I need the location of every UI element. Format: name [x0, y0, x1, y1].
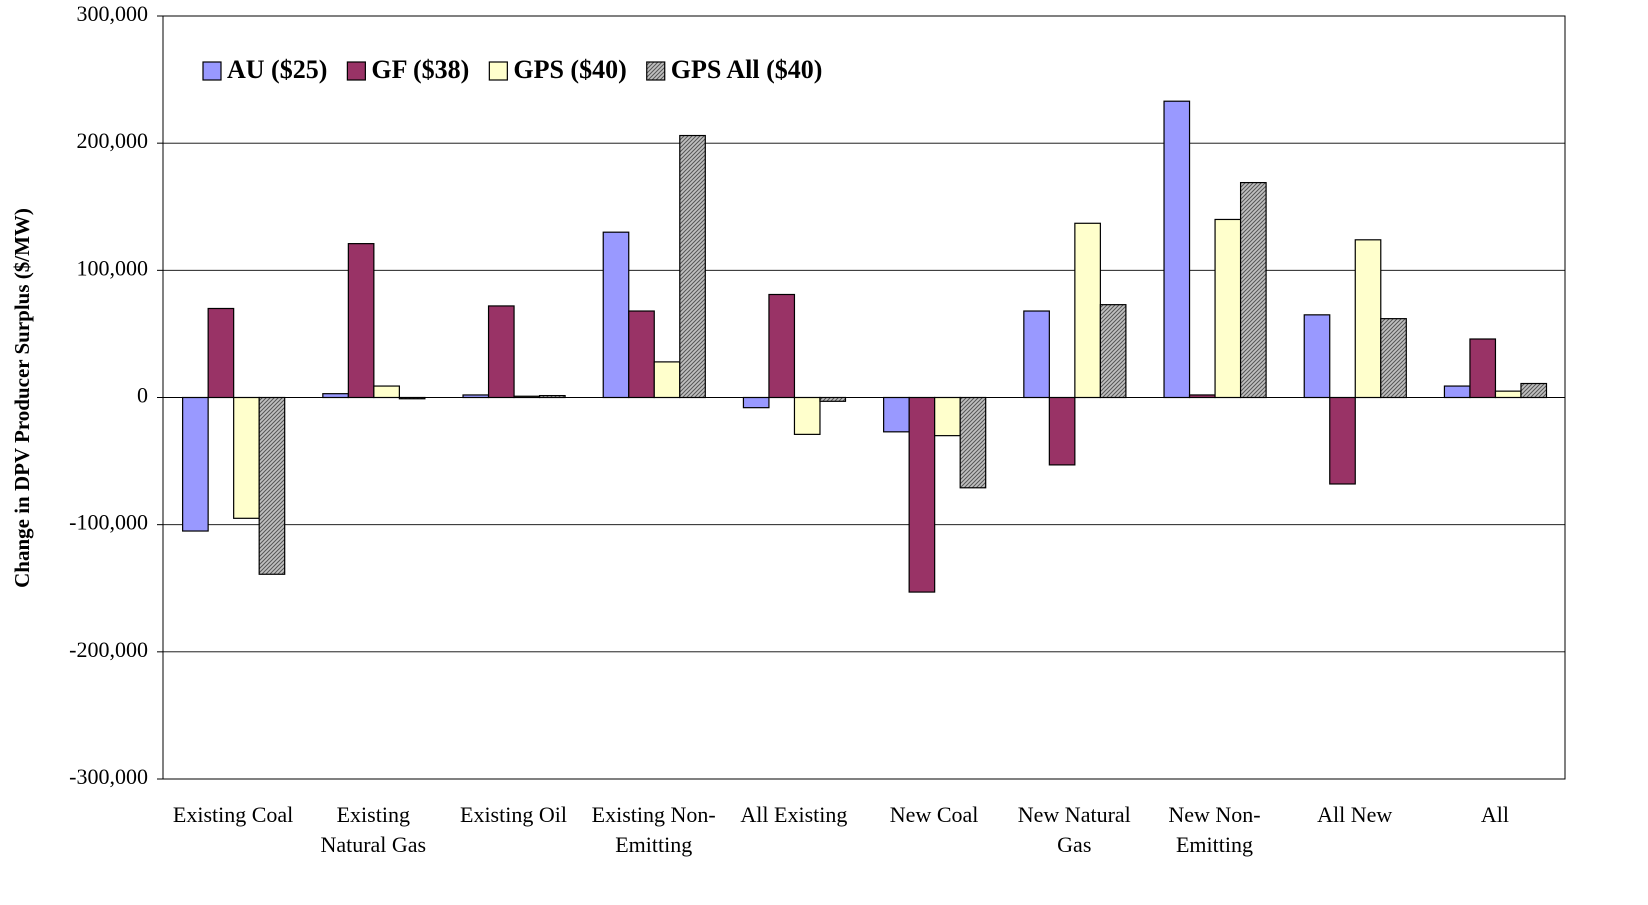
x-tick-label: New Natural Gas	[1017, 802, 1131, 857]
bar	[258, 396, 286, 575]
bar	[934, 396, 961, 437]
legend-swatch	[488, 61, 508, 81]
bar	[182, 396, 209, 532]
bar	[819, 396, 847, 402]
bar	[347, 243, 375, 399]
bar	[768, 293, 796, 399]
bar	[793, 396, 821, 435]
bar	[959, 396, 987, 489]
bar	[487, 305, 515, 399]
y-tick-label: -300,000	[69, 764, 148, 789]
y-axis-label: Change in DPV Producer Surplus ($/MW)	[10, 208, 34, 588]
x-tick-label: All New	[1317, 802, 1393, 827]
y-tick-label: 100,000	[77, 255, 149, 280]
x-tick-label: Existing Oil	[460, 802, 567, 827]
legend-label: GF ($38)	[371, 55, 469, 84]
bar	[1354, 239, 1382, 399]
bar	[1329, 396, 1356, 485]
legend-label: GPS All ($40)	[671, 55, 823, 84]
x-tick-label: Existing Coal	[172, 802, 294, 827]
bar	[1520, 382, 1548, 399]
bar	[1074, 222, 1101, 399]
bar	[1303, 314, 1331, 399]
bar	[1099, 304, 1127, 399]
x-tick-label: All	[1480, 802, 1509, 827]
bar	[322, 393, 349, 399]
bar	[1163, 100, 1191, 399]
legend-swatch	[646, 61, 666, 81]
legend-swatch	[346, 61, 366, 81]
x-tick-label: New Coal	[889, 802, 979, 827]
bar	[1239, 181, 1267, 399]
bar	[1048, 396, 1076, 466]
bar	[1023, 310, 1050, 399]
x-tick-label: All Existing	[740, 802, 848, 827]
bar	[1443, 385, 1471, 399]
y-tick-label: -100,000	[69, 510, 148, 535]
x-tick-label: New Non-Emitting	[1168, 802, 1261, 857]
bar	[1214, 218, 1242, 399]
bar	[908, 396, 936, 593]
x-tick-label: Existing Natural Gas	[320, 802, 427, 857]
bar	[602, 231, 630, 399]
legend-swatch	[202, 61, 222, 81]
bar	[653, 361, 681, 399]
bar	[1494, 390, 1522, 399]
y-tick-label: -200,000	[69, 637, 148, 662]
bar	[679, 134, 706, 399]
bar	[1380, 318, 1407, 399]
y-tick-label: 0	[137, 383, 148, 408]
legend-label: GPS ($40)	[513, 55, 626, 84]
y-tick-label: 200,000	[77, 128, 149, 153]
bar	[628, 310, 655, 399]
y-tick-label: 300,000	[77, 1, 149, 26]
bar	[373, 385, 400, 399]
legend-label: AU ($25)	[227, 55, 327, 84]
bar	[883, 396, 910, 433]
bar	[1469, 338, 1497, 399]
x-tick-label: Existing Non-Emitting	[591, 802, 716, 857]
bar	[207, 307, 235, 399]
bar	[742, 396, 770, 409]
bar	[233, 396, 260, 519]
